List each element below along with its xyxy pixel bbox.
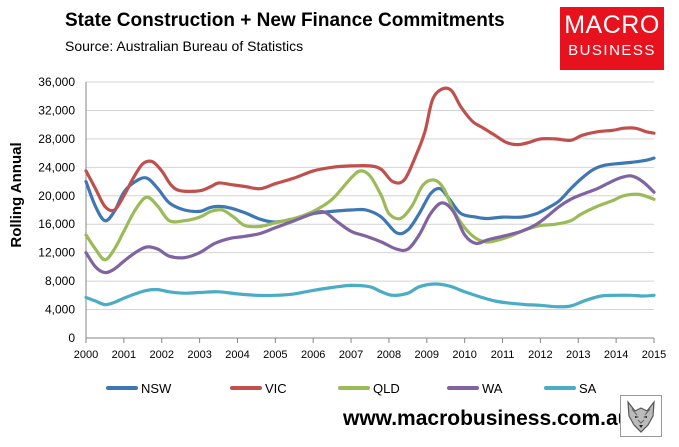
y-tick-label: 20,000 — [38, 189, 75, 203]
x-tick-label: 2012 — [528, 349, 552, 361]
legend-label-nsw: NSW — [141, 381, 172, 396]
x-tick-label: 2006 — [301, 349, 325, 361]
x-tick-label: 2014 — [604, 349, 628, 361]
x-tick-label: 2013 — [566, 349, 590, 361]
series-lines — [84, 86, 656, 309]
series-line-qld — [84, 169, 656, 262]
series-line-nsw — [84, 156, 656, 236]
x-tick-label: 2007 — [339, 349, 363, 361]
chart-title: State Construction + New Finance Commitm… — [65, 10, 505, 31]
axes — [85, 82, 655, 343]
x-tick-label: 2005 — [263, 349, 287, 361]
x-tick-label: 2004 — [225, 349, 249, 361]
legend: NSW VIC QLD WA SA — [106, 381, 597, 396]
series-line-vic — [84, 86, 656, 213]
x-tick-label: 2000 — [74, 349, 98, 361]
y-tick-label: 8,000 — [45, 274, 75, 288]
x-tick-label: 2009 — [415, 349, 439, 361]
y-tick-label: 28,000 — [38, 132, 75, 146]
x-tick-labels: 2000 2001 2002 2003 2004 2005 2006 2007 2008 2009… — [74, 349, 666, 361]
legend-label-vic: VIC — [265, 381, 287, 396]
y-tick-label: 24,000 — [38, 160, 75, 174]
legend-label-qld: QLD — [373, 381, 400, 396]
y-tick-label: 36,000 — [38, 75, 75, 89]
y-axis-label: Rolling Annual — [8, 142, 25, 247]
y-tick-label: 12,000 — [38, 246, 75, 260]
y-tick-label: 16,000 — [38, 217, 75, 231]
logo-line-1: MACRO — [564, 11, 660, 39]
x-tick-label: 2008 — [377, 349, 401, 361]
series-line-wa — [84, 174, 656, 275]
wolf-icon — [620, 395, 662, 437]
y-tick-label: 0 — [68, 331, 75, 345]
macrobusiness-logo: MACRO BUSINESS — [560, 7, 664, 70]
x-tick-label: 2011 — [491, 349, 515, 361]
y-tick-label: 32,000 — [38, 103, 75, 117]
chart-subtitle: Source: Australian Bureau of Statistics — [65, 38, 304, 54]
gridlines — [86, 81, 654, 311]
y-tick-label: 4,000 — [45, 303, 75, 317]
x-tick-label: 2015 — [642, 349, 666, 361]
x-tick-label: 2001 — [112, 349, 136, 361]
x-tick-label: 2002 — [149, 349, 173, 361]
y-tick-labels: 0 4,000 8,000 12,000 16,000 20,000 24,000 28,00… — [38, 75, 75, 345]
logo-line-2: BUSINESS — [568, 42, 656, 59]
series-line-sa — [84, 282, 656, 309]
x-tick-label: 2003 — [187, 349, 211, 361]
x-tick-label: 2010 — [452, 349, 476, 361]
legend-label-wa: WA — [482, 381, 503, 396]
legend-label-sa: SA — [579, 381, 597, 396]
website-url: www.macrobusiness.com.au — [343, 407, 631, 430]
